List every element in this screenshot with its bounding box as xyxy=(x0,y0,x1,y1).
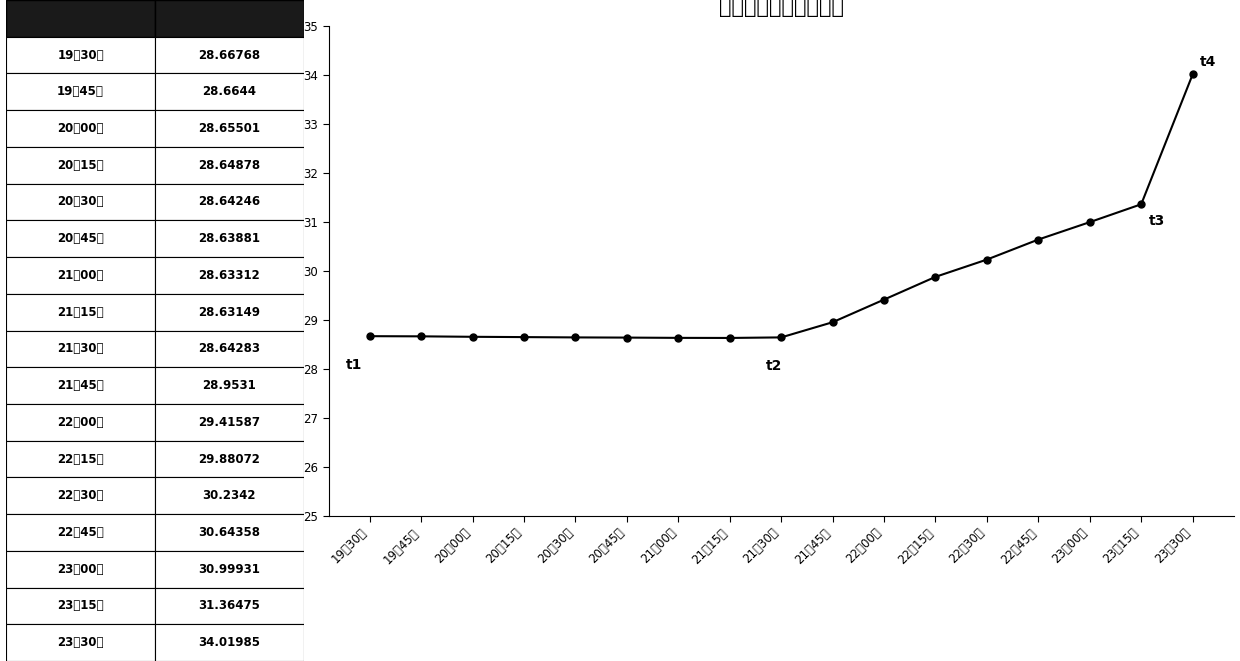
Text: 28.64283: 28.64283 xyxy=(198,342,260,356)
Text: 22时45分: 22时45分 xyxy=(57,526,104,539)
Text: 20时45分: 20时45分 xyxy=(57,232,104,245)
Text: 21时15分: 21时15分 xyxy=(57,305,104,319)
FancyBboxPatch shape xyxy=(155,293,304,330)
Text: 28.65501: 28.65501 xyxy=(198,122,260,135)
FancyBboxPatch shape xyxy=(6,220,155,257)
Text: t3: t3 xyxy=(1149,214,1166,228)
Text: 19时30分: 19时30分 xyxy=(57,48,104,61)
Text: t4: t4 xyxy=(1200,56,1216,69)
FancyBboxPatch shape xyxy=(6,404,155,441)
Text: t1: t1 xyxy=(346,358,362,372)
FancyBboxPatch shape xyxy=(6,624,155,661)
Text: 23时30分: 23时30分 xyxy=(57,636,104,649)
Text: 34.01985: 34.01985 xyxy=(198,636,260,649)
FancyBboxPatch shape xyxy=(155,477,304,514)
Text: 28.9531: 28.9531 xyxy=(202,379,257,392)
Text: 23时00分: 23时00分 xyxy=(57,563,104,576)
Text: 30.99931: 30.99931 xyxy=(198,563,260,576)
FancyBboxPatch shape xyxy=(155,257,304,293)
Text: 28.63149: 28.63149 xyxy=(198,305,260,319)
FancyBboxPatch shape xyxy=(6,37,155,73)
Text: 28.64246: 28.64246 xyxy=(198,196,260,208)
FancyBboxPatch shape xyxy=(6,368,155,404)
Text: 28.63881: 28.63881 xyxy=(198,232,260,245)
FancyBboxPatch shape xyxy=(6,551,155,588)
Text: 31.36475: 31.36475 xyxy=(198,600,260,613)
Text: 22时30分: 22时30分 xyxy=(57,489,104,502)
FancyBboxPatch shape xyxy=(155,330,304,368)
Text: 21时45分: 21时45分 xyxy=(57,379,104,392)
Text: 22时00分: 22时00分 xyxy=(57,416,104,429)
FancyBboxPatch shape xyxy=(155,110,304,147)
Text: 19时45分: 19时45分 xyxy=(57,85,104,98)
Text: 21时30分: 21时30分 xyxy=(57,342,104,356)
Text: 30.2342: 30.2342 xyxy=(202,489,257,502)
Text: 29.41587: 29.41587 xyxy=(198,416,260,429)
Text: 28.64878: 28.64878 xyxy=(198,159,260,172)
FancyBboxPatch shape xyxy=(155,73,304,110)
FancyBboxPatch shape xyxy=(155,588,304,624)
FancyBboxPatch shape xyxy=(155,147,304,184)
FancyBboxPatch shape xyxy=(6,588,155,624)
Text: 30.64358: 30.64358 xyxy=(198,526,260,539)
FancyBboxPatch shape xyxy=(155,441,304,477)
Text: t2: t2 xyxy=(766,360,782,373)
FancyBboxPatch shape xyxy=(6,257,155,293)
Text: 28.6644: 28.6644 xyxy=(202,85,257,98)
FancyBboxPatch shape xyxy=(6,0,155,37)
FancyBboxPatch shape xyxy=(155,184,304,220)
FancyBboxPatch shape xyxy=(6,477,155,514)
FancyBboxPatch shape xyxy=(155,0,304,37)
Text: 20时00分: 20时00分 xyxy=(57,122,104,135)
Text: 22时15分: 22时15分 xyxy=(57,453,104,465)
FancyBboxPatch shape xyxy=(6,147,155,184)
FancyBboxPatch shape xyxy=(6,441,155,477)
Title: 仪器内部温度变化曲线: 仪器内部温度变化曲线 xyxy=(719,0,843,17)
FancyBboxPatch shape xyxy=(6,184,155,220)
FancyBboxPatch shape xyxy=(155,368,304,404)
FancyBboxPatch shape xyxy=(155,37,304,73)
FancyBboxPatch shape xyxy=(155,220,304,257)
Text: 20时15分: 20时15分 xyxy=(57,159,104,172)
FancyBboxPatch shape xyxy=(6,73,155,110)
Text: 23时15分: 23时15分 xyxy=(57,600,104,613)
FancyBboxPatch shape xyxy=(6,293,155,330)
FancyBboxPatch shape xyxy=(6,330,155,368)
Text: 29.88072: 29.88072 xyxy=(198,453,260,465)
Text: 28.63312: 28.63312 xyxy=(198,269,260,282)
FancyBboxPatch shape xyxy=(155,514,304,551)
FancyBboxPatch shape xyxy=(6,514,155,551)
Text: 21时00分: 21时00分 xyxy=(57,269,104,282)
Text: 28.66768: 28.66768 xyxy=(198,48,260,61)
FancyBboxPatch shape xyxy=(6,110,155,147)
FancyBboxPatch shape xyxy=(155,624,304,661)
Text: 20时30分: 20时30分 xyxy=(57,196,104,208)
FancyBboxPatch shape xyxy=(155,404,304,441)
FancyBboxPatch shape xyxy=(155,551,304,588)
